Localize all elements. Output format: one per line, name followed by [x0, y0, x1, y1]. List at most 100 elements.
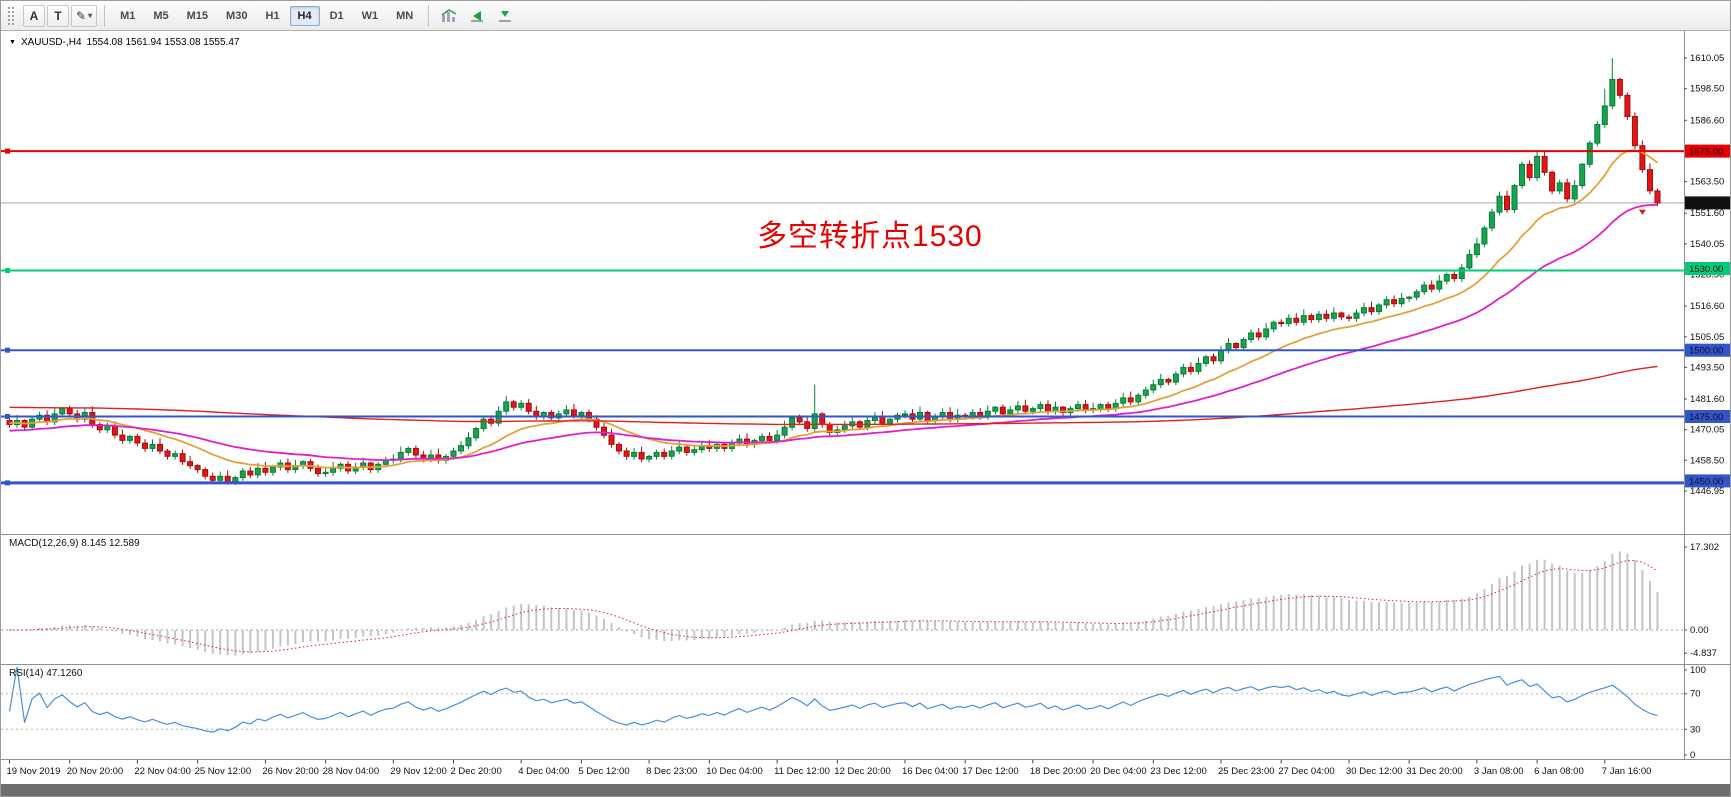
toolbar: A T ✎ ▾ M1 M5 M15 M30 H1 H4 D1 W1 MN [1, 1, 1730, 31]
rsi-line [8, 666, 1658, 733]
svg-text:23 Dec 12:00: 23 Dec 12:00 [1150, 766, 1207, 777]
svg-text:28 Nov 04:00: 28 Nov 04:00 [323, 766, 380, 777]
rsi-indicator-label: RSI(14) 47.1260 [9, 668, 83, 679]
svg-text:19 Nov 2019: 19 Nov 2019 [7, 766, 61, 777]
svg-text:1500.00: 1500.00 [1689, 346, 1723, 357]
svg-text:8 Dec 23:00: 8 Dec 23:00 [646, 766, 697, 777]
timeframe-button-w1[interactable]: W1 [354, 6, 387, 26]
svg-text:-4.837: -4.837 [1690, 648, 1717, 659]
svg-text:1551.60: 1551.60 [1690, 208, 1724, 219]
svg-text:2 Dec 20:00: 2 Dec 20:00 [451, 766, 502, 777]
auto-scroll-icon[interactable] [465, 4, 489, 28]
svg-text:1505.05: 1505.05 [1690, 332, 1724, 343]
svg-text:1493.50: 1493.50 [1690, 362, 1724, 373]
collapse-triangle-icon[interactable]: ▼ [9, 39, 16, 46]
text-tool-button[interactable]: T [47, 4, 69, 27]
toolbar-grip[interactable] [7, 5, 16, 26]
svg-text:30 Dec 12:00: 30 Dec 12:00 [1346, 766, 1403, 777]
fast-ma-line [9, 149, 1659, 469]
svg-text:17.302: 17.302 [1690, 542, 1719, 553]
timeframe-button-m15[interactable]: M15 [179, 6, 216, 26]
svg-text:11 Dec 12:00: 11 Dec 12:00 [774, 766, 830, 777]
svg-text:4 Dec 04:00: 4 Dec 04:00 [518, 766, 569, 777]
chart-area: 1610.05 1598.50 1586.60 1563.50 1551.60 1540.… [1, 31, 1731, 797]
timeframe-button-h4[interactable]: H4 [289, 5, 320, 26]
sell-arrow-marker [1638, 209, 1646, 215]
timeframe-group: M1 M5 M15 M30 H1 H4 D1 W1 MN [111, 5, 422, 26]
medium-ma-line [9, 204, 1658, 461]
timeframe-button-m30[interactable]: M30 [218, 6, 255, 26]
svg-text:1446.95: 1446.95 [1690, 486, 1724, 497]
macd-histogram [16, 551, 1659, 656]
svg-text:29 Nov 12:00: 29 Nov 12:00 [390, 766, 447, 777]
svg-text:1598.50: 1598.50 [1690, 84, 1724, 95]
price-axis-badges: 1575.00 1530.00 1500.00 1475.00 1450.00 1555.… [1685, 144, 1730, 488]
svg-text:1575.00: 1575.00 [1689, 147, 1723, 158]
timeframe-button-h1[interactable]: H1 [257, 6, 287, 26]
svg-text:0.00: 0.00 [1690, 625, 1709, 636]
chart-annotation-text[interactable]: 多空转折点1530 [757, 220, 983, 253]
symbol-ohlc: 1554.08 1561.94 1553.08 1555.47 [86, 37, 240, 48]
timeframe-button-d1[interactable]: D1 [322, 6, 352, 26]
line-handle [5, 148, 10, 154]
line-handle [5, 414, 10, 419]
toolbar-separator [104, 4, 106, 27]
svg-text:22 Nov 04:00: 22 Nov 04:00 [134, 766, 191, 777]
svg-text:1458.50: 1458.50 [1690, 455, 1724, 466]
svg-text:20 Nov 20:00: 20 Nov 20:00 [67, 766, 124, 777]
chevron-down-icon: ▾ [88, 11, 93, 20]
price-chart-canvas[interactable]: 1610.05 1598.50 1586.60 1563.50 1551.60 1540.… [1, 31, 1731, 797]
svg-text:1450.00: 1450.00 [1689, 476, 1723, 487]
svg-text:20 Dec 04:00: 20 Dec 04:00 [1090, 766, 1147, 777]
text-label-tool-button[interactable]: A [23, 4, 45, 27]
horizontal-lines-layer [1, 148, 1684, 486]
svg-text:0: 0 [1690, 750, 1695, 761]
line-handle [5, 268, 10, 273]
svg-text:6 Jan 08:00: 6 Jan 08:00 [1534, 766, 1584, 777]
line-handle [5, 347, 10, 353]
chart-shift-icon[interactable] [493, 4, 517, 28]
svg-text:1563.50: 1563.50 [1690, 177, 1724, 188]
price-axis-labels: 1610.05 1598.50 1586.60 1563.50 1551.60 1540.… [1684, 53, 1724, 761]
svg-text:1470.05: 1470.05 [1690, 425, 1724, 436]
svg-text:31 Dec 20:00: 31 Dec 20:00 [1406, 766, 1463, 777]
slow-ma-line [9, 365, 1658, 426]
indicators-icon[interactable] [437, 4, 461, 28]
svg-text:1540.05: 1540.05 [1690, 239, 1724, 250]
timeframe-button-m5[interactable]: M5 [145, 6, 176, 26]
svg-text:7 Jan 16:00: 7 Jan 16:00 [1602, 766, 1652, 777]
svg-text:1481.60: 1481.60 [1690, 394, 1724, 405]
symbol-name: XAUUSD-,H4 [20, 37, 82, 48]
toolbar-separator [428, 4, 430, 27]
svg-text:30: 30 [1690, 724, 1701, 735]
draw-tool-button[interactable]: ✎ ▾ [71, 4, 98, 27]
svg-text:1516.60: 1516.60 [1690, 301, 1724, 312]
symbol-info: ▼ XAUUSD-,H4 1554.08 1561.94 1553.08 155… [9, 37, 239, 48]
svg-text:10 Dec 04:00: 10 Dec 04:00 [706, 766, 763, 777]
svg-text:16 Dec 04:00: 16 Dec 04:00 [902, 766, 959, 777]
svg-text:100: 100 [1690, 665, 1706, 676]
svg-text:1610.05: 1610.05 [1690, 53, 1724, 64]
timeframe-button-m1[interactable]: M1 [112, 6, 143, 26]
svg-text:5 Dec 12:00: 5 Dec 12:00 [578, 766, 629, 777]
svg-text:1530.00: 1530.00 [1689, 264, 1723, 275]
bottom-strip [1, 784, 1730, 796]
macd-indicator-label: MACD(12,26,9) 8.145 12.589 [9, 538, 140, 549]
svg-text:1475.00: 1475.00 [1689, 412, 1723, 423]
svg-text:1586.60: 1586.60 [1690, 115, 1724, 126]
svg-text:27 Dec 04:00: 27 Dec 04:00 [1278, 766, 1335, 777]
svg-text:25 Nov 12:00: 25 Nov 12:00 [195, 766, 252, 777]
current-price-badge [1685, 196, 1730, 210]
svg-text:12 Dec 20:00: 12 Dec 20:00 [834, 766, 891, 777]
pencil-icon: ✎ [76, 8, 87, 23]
svg-text:17 Dec 12:00: 17 Dec 12:00 [962, 766, 1019, 777]
timeframe-button-mn[interactable]: MN [388, 6, 421, 26]
svg-text:26 Nov 20:00: 26 Nov 20:00 [262, 766, 319, 777]
svg-text:70: 70 [1690, 689, 1701, 700]
svg-text:1555.47: 1555.47 [1689, 198, 1723, 209]
time-axis: 19 Nov 2019 20 Nov 20:00 22 Nov 04:00 25 No… [7, 760, 1652, 777]
macd-signal-line [9, 559, 1658, 653]
svg-text:25 Dec 23:00: 25 Dec 23:00 [1218, 766, 1275, 777]
svg-text:18 Dec 20:00: 18 Dec 20:00 [1030, 766, 1087, 777]
